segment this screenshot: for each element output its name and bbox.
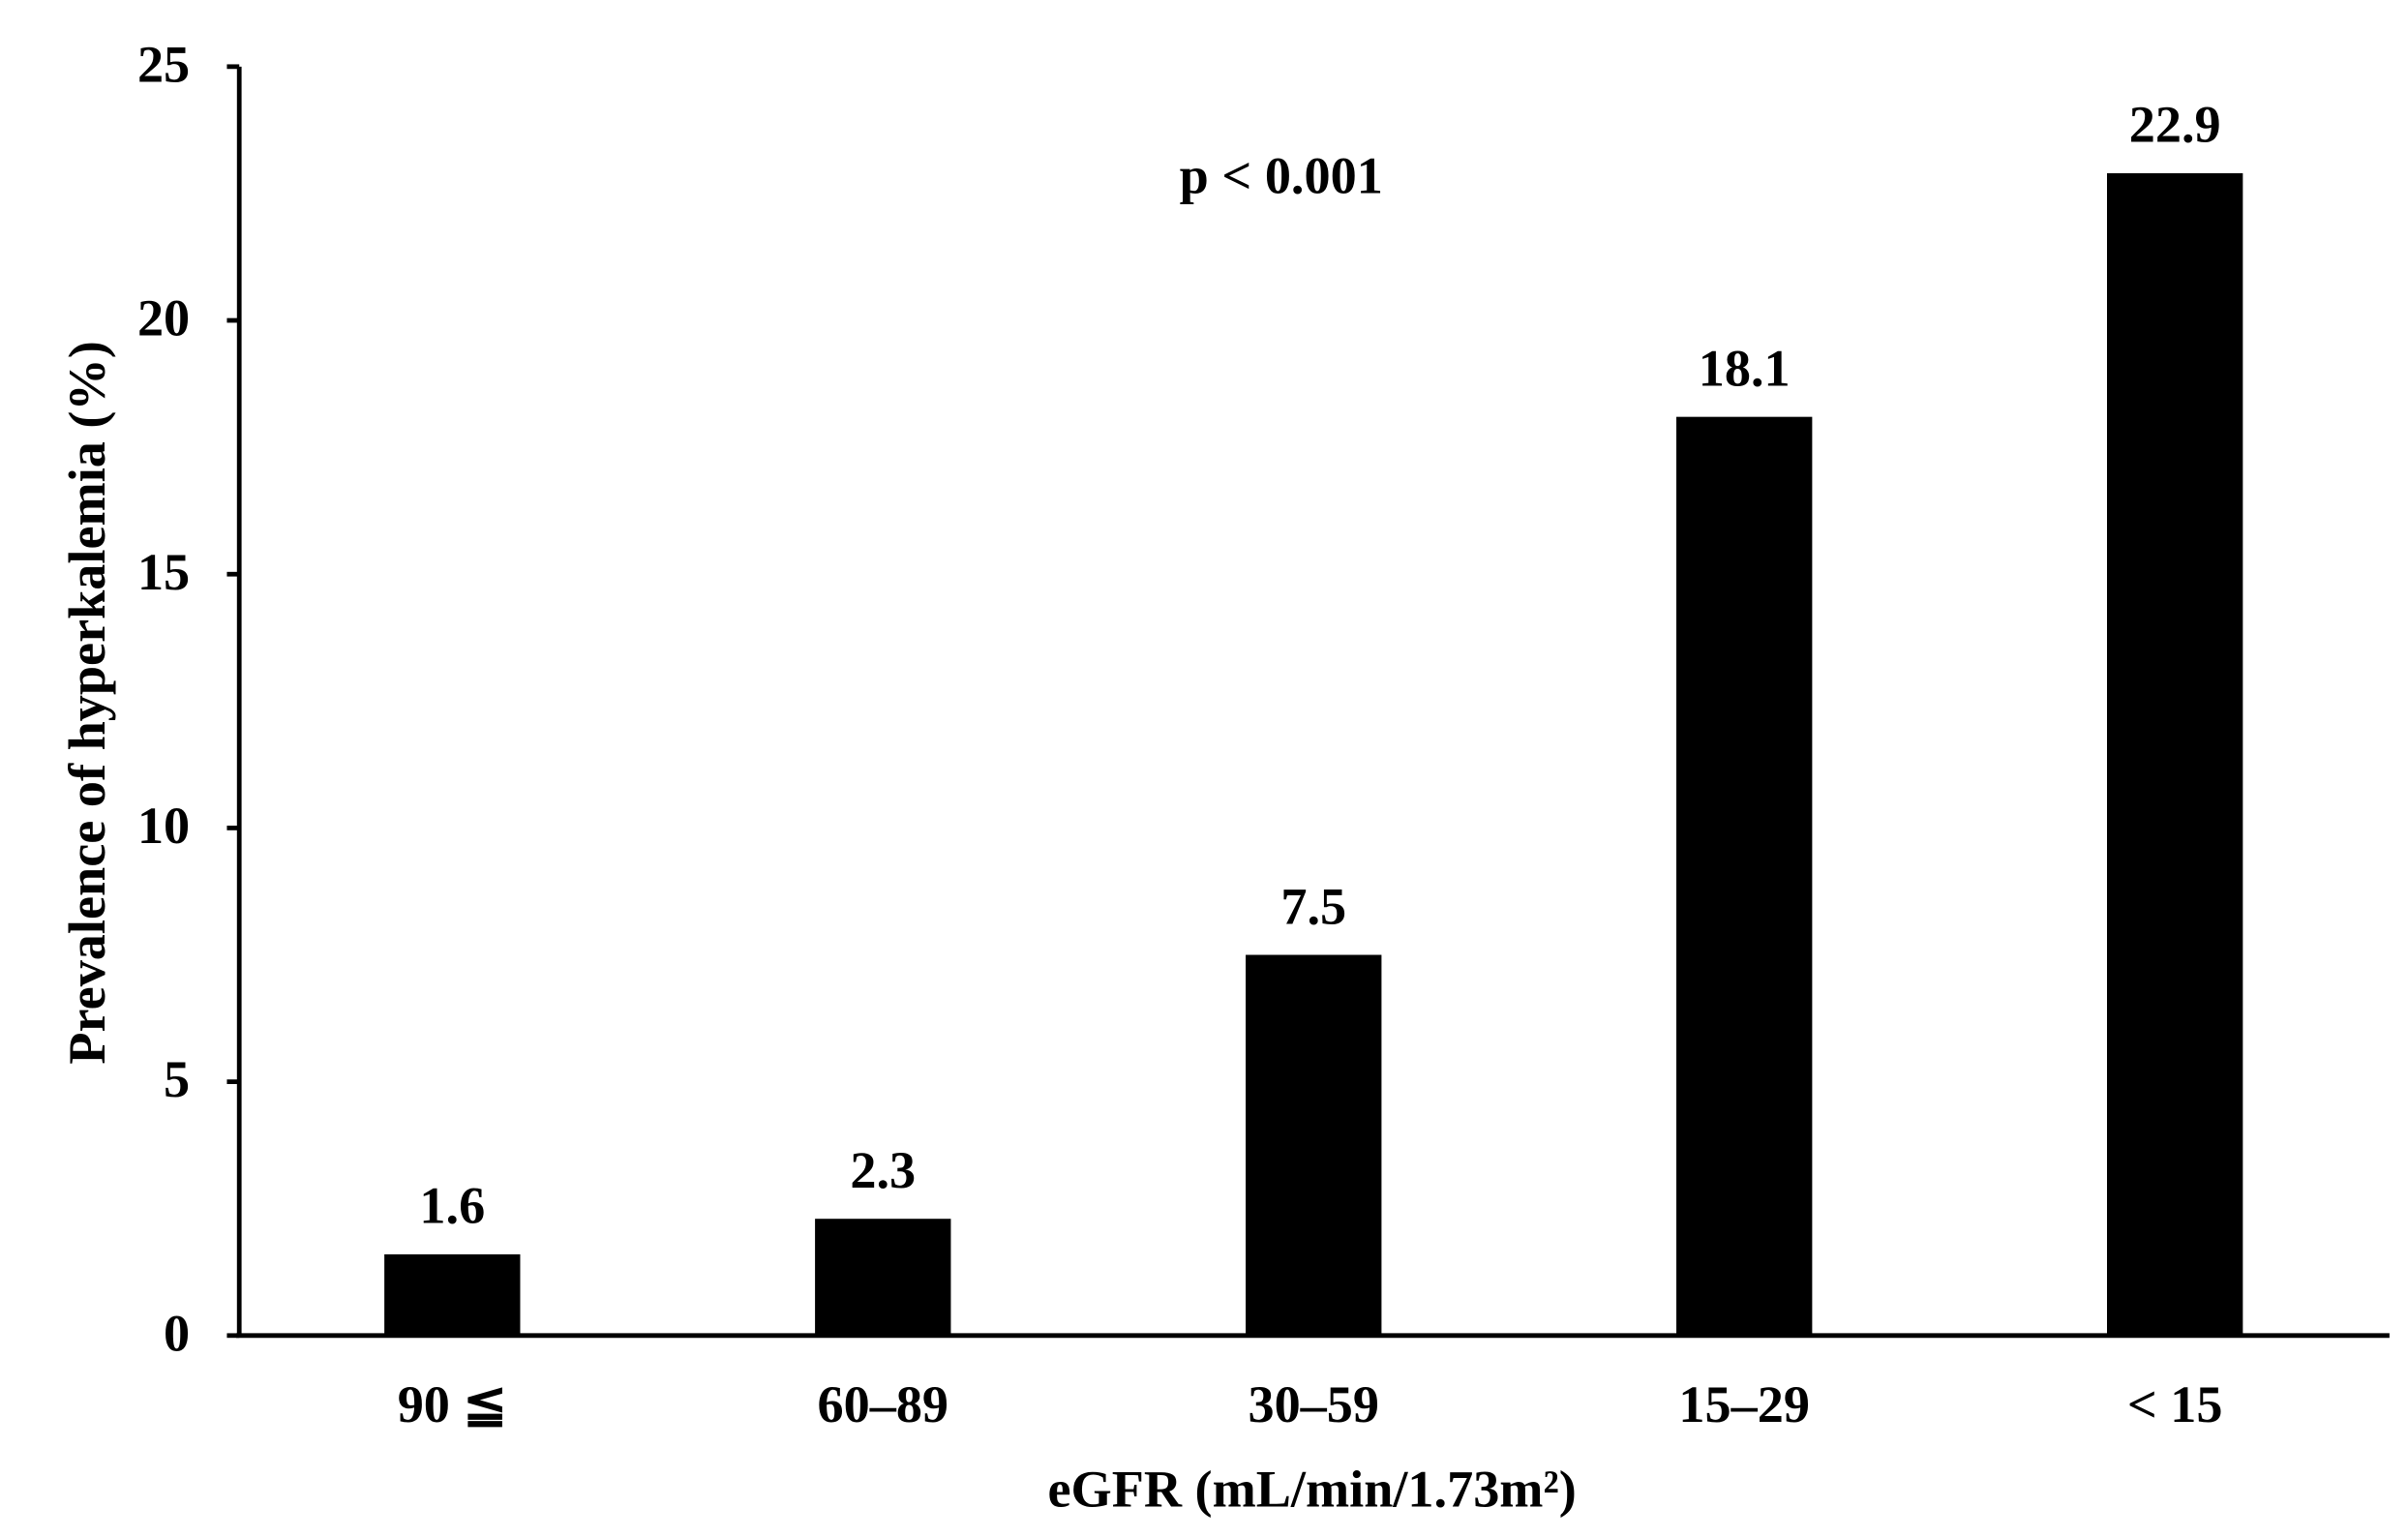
y-tick-label: 25 xyxy=(137,35,190,93)
y-tick-label: 20 xyxy=(137,289,190,347)
value-label: 22.9 xyxy=(2129,96,2221,154)
bar xyxy=(1246,954,1382,1336)
bar xyxy=(2107,172,2243,1336)
x-tick-label: 60–89 xyxy=(817,1375,948,1433)
y-tick-label: 10 xyxy=(137,797,190,855)
x-tick-label: < 15 xyxy=(2127,1375,2223,1433)
bar xyxy=(1676,416,1813,1336)
y-tick-label: 15 xyxy=(137,543,190,601)
bar xyxy=(815,1219,951,1336)
x-axis-label: eGFR (mL/min/1.73m²) xyxy=(1047,1461,1576,1519)
annotation: p < 0.001 xyxy=(1180,146,1383,204)
value-label: 7.5 xyxy=(1280,877,1346,935)
y-axis-label: Prevalence of hyperkalemia (%) xyxy=(58,341,116,1064)
x-tick-label: 15–29 xyxy=(1678,1375,1810,1433)
y-tick-label: 5 xyxy=(164,1050,190,1108)
x-tick-label: 90 ≦ xyxy=(398,1375,507,1433)
value-label: 18.1 xyxy=(1699,339,1791,397)
x-tick-label: 30–59 xyxy=(1248,1375,1379,1433)
y-tick-label: 0 xyxy=(164,1304,190,1362)
value-label: 1.6 xyxy=(419,1177,485,1235)
value-label: 2.3 xyxy=(850,1141,916,1199)
bar xyxy=(384,1253,521,1336)
